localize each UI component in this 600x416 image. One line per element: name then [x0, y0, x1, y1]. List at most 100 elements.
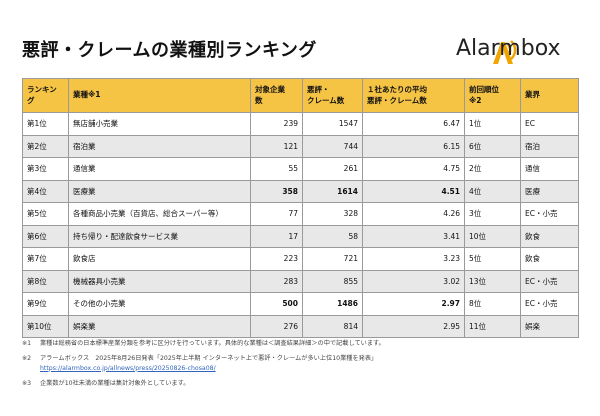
table-cell: 239: [250, 112, 303, 136]
table-cell: 娯楽業: [68, 314, 251, 338]
table-cell: 721: [302, 247, 363, 271]
table-row: 第9位 その他の小売業 500 1486 2.97 8位 EC・小売: [22, 292, 579, 316]
table-cell: 283: [250, 269, 303, 293]
table-cell: 第3位: [22, 157, 69, 181]
footnote-mark: ※3: [22, 379, 32, 387]
table-cell: 500: [250, 292, 303, 316]
column-header: １社あたりの平均 悪評・クレーム数: [362, 78, 465, 113]
table-cell: 223: [250, 247, 303, 271]
column-header: ランキング: [22, 78, 69, 113]
table-row: 第5位 各種商品小売業（百貨店、総合スーパー等） 77 328 4.26 3位 EC・小売: [22, 202, 579, 226]
table-cell: 11位: [464, 314, 521, 338]
table-cell: EC: [520, 112, 579, 136]
table-cell: 飲食店: [68, 247, 251, 271]
footnote: ※3 企業数が10社未満の業種は集計対象外としています。: [22, 379, 582, 388]
table-row: 第7位 飲食店 223 721 3.23 5位 飲食: [22, 247, 579, 271]
table-cell: 5位: [464, 247, 521, 271]
column-header: 業界: [520, 78, 579, 113]
table-cell: 58: [302, 224, 363, 248]
column-header: 対象企業 数: [250, 78, 303, 113]
table-cell: 第10位: [22, 314, 69, 338]
table-cell: 第7位: [22, 247, 69, 271]
footnote-text: アラームボックス 2025年8月26日発表「2025年上半期 インターネット上で…: [40, 354, 377, 373]
table-cell: 744: [302, 134, 363, 158]
table-row: 第1位 無店舗小売業 239 1547 6.47 1位 EC: [22, 112, 579, 136]
table-cell: 10位: [464, 224, 521, 248]
table-cell: 3位: [464, 202, 521, 226]
table-cell: 2.95: [362, 314, 465, 338]
table-body: 第1位 無店舗小売業 239 1547 6.47 1位 EC 第2位 宿泊業 121 744 6.15…: [22, 112, 579, 338]
table-cell: EC・小売: [520, 292, 579, 316]
table-cell: 娯楽: [520, 314, 579, 338]
table-cell: 通信業: [68, 157, 251, 181]
table-cell: 4.26: [362, 202, 465, 226]
table-cell: 第8位: [22, 269, 69, 293]
table-cell: 第9位: [22, 292, 69, 316]
table-cell: 261: [302, 157, 363, 181]
table-cell: 1547: [302, 112, 363, 136]
table-cell: 3.41: [362, 224, 465, 248]
footnote-line: アラームボックス 2025年8月26日発表「2025年上半期 インターネット上で…: [40, 355, 378, 363]
footnote-line: 企業数が10社未満の業種は集計対象外としています。: [40, 379, 190, 387]
footnote: ※2 アラームボックス 2025年8月26日発表「2025年上半期 インターネット…: [22, 354, 582, 373]
table-cell: 855: [302, 269, 363, 293]
table-cell: 飲食: [520, 224, 579, 248]
table-cell: 1位: [464, 112, 521, 136]
logo-icon: [493, 40, 517, 64]
table-cell: 通信: [520, 157, 579, 181]
table-cell: 276: [250, 314, 303, 338]
table-cell: 4.51: [362, 179, 465, 203]
footnote-line: 業種は総務省の日本標準産業分類を参考に区分けを行っています。具体的な業種は＜調査…: [40, 340, 385, 347]
table-cell: 1614: [302, 179, 363, 203]
table-cell: 2.97: [362, 292, 465, 316]
table-row: 第3位 通信業 55 261 4.75 2位 通信: [22, 157, 579, 181]
table-cell: 第1位: [22, 112, 69, 136]
footnote: ※1 業種は総務省の日本標準産業分類を参考に区分けを行っています。具体的な業種は＜…: [22, 339, 582, 348]
table-cell: 6.47: [362, 112, 465, 136]
table-cell: 宿泊: [520, 134, 579, 158]
table-cell: 第4位: [22, 179, 69, 203]
table-cell: 13位: [464, 269, 521, 293]
table-row: 第10位 娯楽業 276 814 2.95 11位 娯楽: [22, 314, 579, 338]
table-cell: 無店舗小売業: [68, 112, 251, 136]
table-cell: 機械器具小売業: [68, 269, 251, 293]
column-header: 業種※1: [68, 78, 251, 113]
table-cell: その他の小売業: [68, 292, 251, 316]
table-cell: 358: [250, 179, 303, 203]
table-cell: 77: [250, 202, 303, 226]
table-cell: 宿泊業: [68, 134, 251, 158]
table-cell: 各種商品小売業（百貨店、総合スーパー等）: [68, 202, 251, 226]
table-cell: 8位: [464, 292, 521, 316]
table-cell: 飲食: [520, 247, 579, 271]
table-cell: 328: [302, 202, 363, 226]
table-row: 第6位 持ち帰り・配達飲食サービス業 17 58 3.41 10位 飲食: [22, 224, 579, 248]
footnote-text: 企業数が10社未満の業種は集計対象外としています。: [40, 379, 189, 388]
table-cell: 814: [302, 314, 363, 338]
table-cell: 医療: [520, 179, 579, 203]
ranking-table: ランキング 業種※1 対象企業 数悪評・ クレーム数 １社あたりの平均 悪評・クレーム…: [22, 78, 579, 338]
table-cell: 第2位: [22, 134, 69, 158]
footnote-mark: ※2: [22, 355, 32, 363]
title: 悪評・クレームの業種別ランキング: [22, 40, 317, 61]
table-cell: 医療業: [68, 179, 251, 203]
table-cell: 第6位: [22, 224, 69, 248]
table-cell: 3.23: [362, 247, 465, 271]
footnote-line: https://alarmbox.co.jp/allnews/press/202…: [40, 364, 216, 372]
table-cell: EC・小売: [520, 202, 579, 226]
table-cell: 4.75: [362, 157, 465, 181]
table-row: 第8位 機械器具小売業 283 855 3.02 13位 EC・小売: [22, 269, 579, 293]
table-cell: 2位: [464, 157, 521, 181]
table-cell: 第5位: [22, 202, 69, 226]
table-row: 第2位 宿泊業 121 744 6.15 6位 宿泊: [22, 134, 579, 158]
table-cell: EC・小売: [520, 269, 579, 293]
footnote-mark: ※1: [22, 340, 32, 347]
header-row: ランキング 業種※1 対象企業 数悪評・ クレーム数 １社あたりの平均 悪評・クレーム…: [22, 78, 579, 113]
column-header: 悪評・ クレーム数: [302, 78, 363, 113]
table-cell: 6位: [464, 134, 521, 158]
table-cell: 17: [250, 224, 303, 248]
logo-text: Alarmbox: [456, 36, 561, 61]
column-header: 前回順位 ※2: [464, 78, 521, 113]
table-cell: 6.15: [362, 134, 465, 158]
table-cell: 4位: [464, 179, 521, 203]
